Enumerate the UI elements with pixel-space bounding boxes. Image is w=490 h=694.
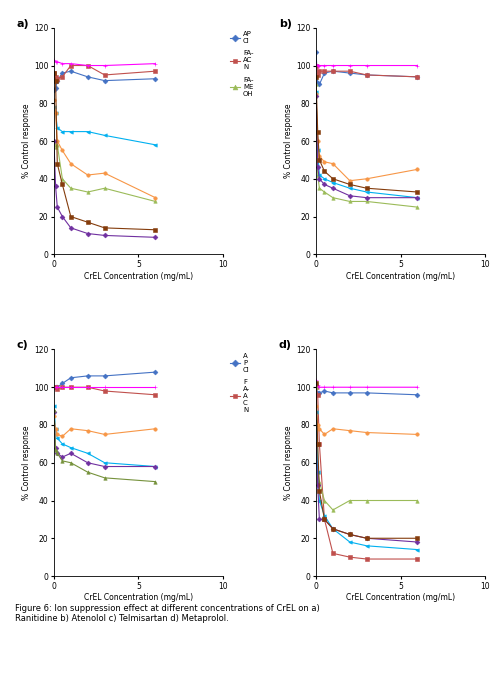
Text: d): d) (279, 340, 292, 350)
Text: c): c) (17, 340, 28, 350)
Y-axis label: % Control response: % Control response (284, 425, 293, 500)
X-axis label: CrEL Concentration (mg/mL): CrEL Concentration (mg/mL) (84, 593, 193, 602)
Legend: A
P
CI, F
A-
A
C
N: A P CI, F A- A C N (230, 353, 250, 413)
Legend: AP
CI, FA-
AC
N, FA-
ME
OH: AP CI, FA- AC N, FA- ME OH (230, 31, 254, 96)
X-axis label: CrEL Concentration (mg/mL): CrEL Concentration (mg/mL) (346, 271, 455, 280)
Text: b): b) (279, 19, 292, 28)
Y-axis label: % Control response: % Control response (284, 104, 293, 178)
Text: a): a) (17, 19, 29, 28)
Text: Figure 6: Ion suppression effect at different concentrations of CrEL on a)
Ranit: Figure 6: Ion suppression effect at diff… (15, 604, 319, 623)
X-axis label: CrEL Concentration (mg/mL): CrEL Concentration (mg/mL) (84, 271, 193, 280)
Y-axis label: % Control response: % Control response (22, 425, 31, 500)
X-axis label: CrEL Concentration (mg/mL): CrEL Concentration (mg/mL) (346, 593, 455, 602)
Y-axis label: % Control response: % Control response (22, 104, 31, 178)
